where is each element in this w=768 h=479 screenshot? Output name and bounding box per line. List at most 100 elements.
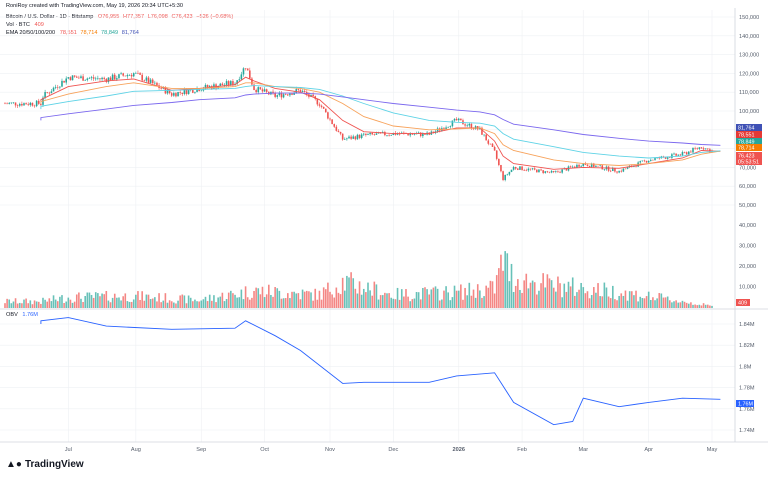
candle-body (601, 165, 604, 170)
volume-bar (502, 270, 504, 308)
candle-body (536, 169, 538, 173)
candle-body (156, 82, 158, 86)
volume-bar (173, 302, 175, 308)
volume-bar (56, 301, 59, 308)
candle-body (358, 134, 361, 138)
candle-body (531, 168, 534, 170)
candle-body (253, 84, 255, 90)
volume-bar (493, 293, 496, 308)
candle-body (274, 93, 276, 97)
candle-body (238, 79, 241, 81)
volume-value: 409 (34, 22, 44, 28)
candle-body (327, 112, 329, 119)
volume-bar (99, 296, 101, 308)
obv-label[interactable]: OBV (6, 312, 18, 318)
candle-body (59, 86, 61, 88)
volume-bar (132, 299, 135, 308)
candle-body (626, 167, 629, 169)
volume-bar (546, 274, 549, 308)
volume-bar (656, 298, 658, 308)
candle-body (664, 157, 667, 159)
candle-body (204, 84, 207, 89)
candle-body (143, 80, 146, 82)
volume-bar (415, 292, 418, 308)
volume-bar (580, 282, 582, 308)
time-axis-label: Mar (578, 447, 588, 453)
volume-bar (603, 282, 606, 308)
candle-body (609, 170, 612, 172)
volume-bar (354, 288, 357, 308)
price-axis-label: 140,000 (739, 34, 759, 40)
candle-body (468, 123, 471, 126)
candle-body (40, 103, 42, 105)
volume-bar (666, 296, 669, 308)
volume-bar (331, 294, 333, 308)
candle-body (571, 166, 574, 168)
candle-body (103, 77, 105, 79)
volume-bar (137, 291, 139, 308)
candle-body (23, 103, 25, 106)
volume-bar (533, 282, 536, 308)
candle-body (352, 136, 355, 139)
candle-body (411, 133, 414, 135)
candle-body (107, 77, 110, 82)
candle-body (118, 74, 120, 79)
candle-body (574, 166, 576, 168)
brand-label: TradingView (24, 459, 84, 470)
volume-bar (263, 297, 266, 308)
candle-body (506, 174, 509, 176)
volume-bar (341, 277, 344, 308)
candle-body (343, 139, 346, 140)
candle-body (295, 89, 298, 93)
volume-bar (438, 300, 441, 308)
volume-bar (113, 293, 116, 308)
candle-body (251, 78, 253, 85)
volume-bar (221, 292, 224, 308)
price-tag-label: 76,423 (738, 154, 755, 160)
volume-bar (356, 293, 359, 308)
candle-body (14, 102, 17, 106)
volume-bar (227, 292, 230, 308)
candle-body (696, 148, 699, 149)
candle-body (525, 170, 528, 171)
volume-bar (316, 299, 319, 308)
candle-body (97, 78, 99, 79)
candle-body (173, 93, 175, 96)
candle-body (483, 134, 485, 136)
volume-bar (624, 290, 627, 308)
candle-body (683, 152, 686, 153)
volume-bar (337, 292, 340, 308)
ema-line-ema50 (40, 82, 721, 166)
candle-body (597, 165, 599, 167)
candle-body (578, 164, 580, 167)
volume-bar (42, 297, 44, 308)
candle-body (335, 126, 338, 131)
volume-bar (282, 298, 285, 308)
candle-body (481, 127, 483, 135)
volume-label[interactable]: Vol · BTC (6, 22, 30, 28)
volume-bar (527, 288, 530, 308)
candle-body (700, 147, 703, 149)
candle-body (272, 91, 274, 94)
volume-bar (299, 299, 302, 308)
candle-body (329, 118, 331, 120)
candle-body (31, 102, 34, 106)
price-tag (736, 152, 762, 159)
candle-body (303, 90, 306, 92)
candle-body (137, 72, 139, 74)
candle-body (557, 171, 559, 172)
candle-body (200, 90, 203, 92)
volume-bar (23, 299, 25, 308)
candle-body (297, 89, 300, 90)
volume-bar (122, 296, 124, 308)
volume-bar (512, 291, 515, 308)
candle-body (192, 89, 194, 93)
volume-bar (206, 301, 209, 308)
volume-bar (251, 297, 253, 308)
ema-label[interactable]: EMA 20/50/100/200 (6, 30, 56, 36)
candle-body (354, 136, 357, 140)
candle-body (706, 148, 709, 150)
candle-body (8, 102, 11, 104)
volume-bar (244, 286, 247, 308)
